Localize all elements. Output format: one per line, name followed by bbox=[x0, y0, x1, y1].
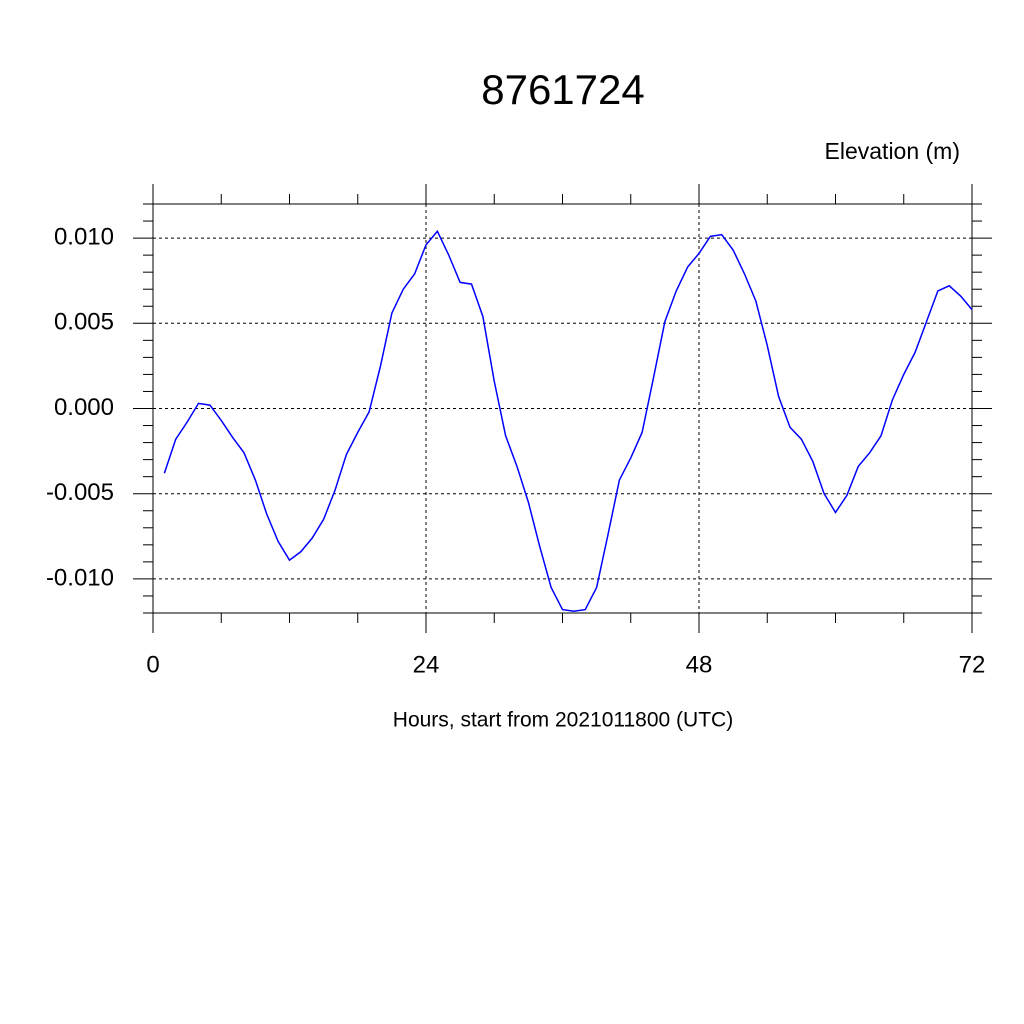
x-tick-label: 0 bbox=[146, 651, 159, 678]
y-tick-label: 0.010 bbox=[54, 223, 114, 250]
line-series bbox=[163, 229, 973, 613]
y-tick-label: 0.005 bbox=[54, 309, 114, 336]
x-tick-label: 24 bbox=[413, 651, 440, 678]
chart-title: 8761724 bbox=[481, 66, 645, 113]
x-axis-title: Hours, start from 2021011800 (UTC) bbox=[393, 709, 733, 732]
y-axis-title: Elevation (m) bbox=[825, 138, 960, 164]
x-tick-label: 72 bbox=[959, 651, 986, 678]
y-tick-label: -0.010 bbox=[46, 564, 114, 591]
x-tick-label: 48 bbox=[686, 651, 713, 678]
y-tick-label: 0.000 bbox=[54, 394, 114, 421]
y-tick-label: -0.005 bbox=[46, 479, 114, 506]
